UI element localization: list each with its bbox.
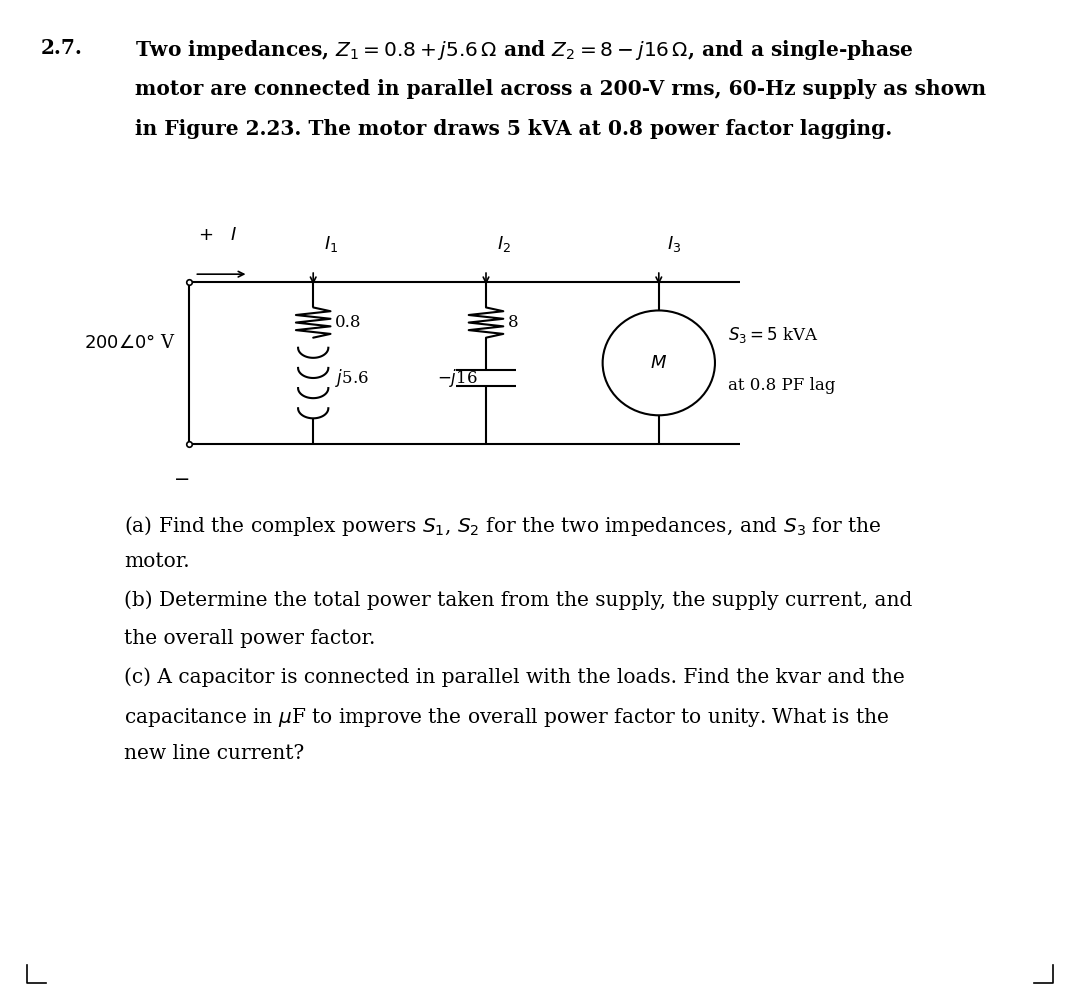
Text: $+$   $I$: $+$ $I$ xyxy=(198,226,237,244)
Text: $200\angle 0°$ V: $200\angle 0°$ V xyxy=(84,334,176,352)
Text: capacitance in $\mu$F to improve the overall power factor to unity. What is the: capacitance in $\mu$F to improve the ove… xyxy=(124,706,889,729)
Text: $j$5.6: $j$5.6 xyxy=(335,367,368,389)
Text: in Figure 2.23. The motor draws 5 kVA at 0.8 power factor lagging.: in Figure 2.23. The motor draws 5 kVA at… xyxy=(135,119,892,139)
Text: (a) Find the complex powers $S_1$, $S_2$ for the two impedances, and $S_3$ for t: (a) Find the complex powers $S_1$, $S_2$… xyxy=(124,514,881,538)
Text: $-j$16: $-j$16 xyxy=(436,367,477,389)
Text: Two impedances, $Z_1 = 0.8+j5.6\,\Omega$ and $Z_2 = 8-j16\,\Omega$, and a single: Two impedances, $Z_1 = 0.8+j5.6\,\Omega$… xyxy=(135,38,914,62)
Text: $I_3$: $I_3$ xyxy=(667,234,681,254)
Text: 0.8: 0.8 xyxy=(335,314,362,331)
Text: at 0.8 PF lag: at 0.8 PF lag xyxy=(728,377,835,393)
Text: 2.7.: 2.7. xyxy=(41,38,83,58)
Text: motor are connected in parallel across a 200-V rms, 60-Hz supply as shown: motor are connected in parallel across a… xyxy=(135,79,986,99)
Text: the overall power factor.: the overall power factor. xyxy=(124,629,376,648)
Text: $I_2$: $I_2$ xyxy=(497,234,511,254)
Text: new line current?: new line current? xyxy=(124,744,305,763)
Text: motor.: motor. xyxy=(124,552,190,572)
Text: $-$: $-$ xyxy=(173,469,189,487)
Text: $I_1$: $I_1$ xyxy=(324,234,338,254)
Text: $S_3 = 5$ kVA: $S_3 = 5$ kVA xyxy=(728,325,819,345)
Text: (c) A capacitor is connected in parallel with the loads. Find the kvar and the: (c) A capacitor is connected in parallel… xyxy=(124,667,905,687)
Text: 8: 8 xyxy=(508,314,518,331)
Text: $M$: $M$ xyxy=(650,354,667,372)
Text: (b) Determine the total power taken from the supply, the supply current, and: (b) Determine the total power taken from… xyxy=(124,591,913,611)
